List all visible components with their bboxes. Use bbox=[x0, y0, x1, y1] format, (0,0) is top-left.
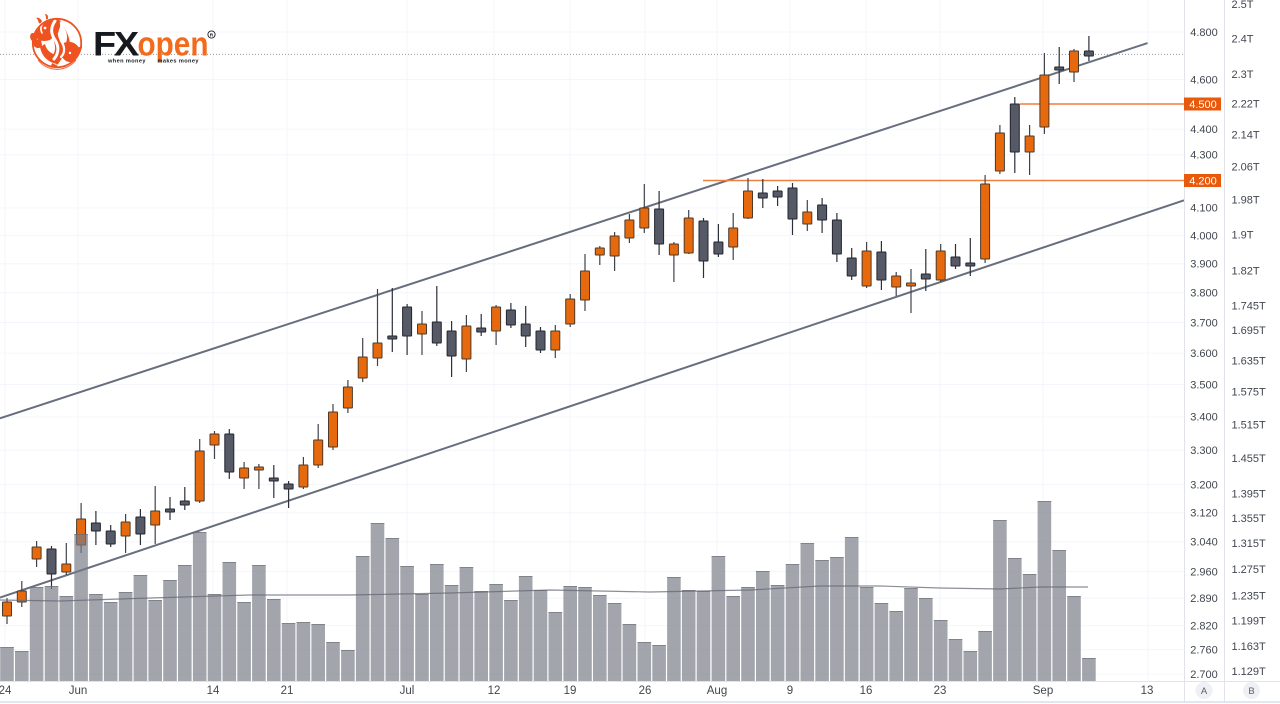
svg-text:3.500: 3.500 bbox=[1190, 379, 1218, 391]
svg-text:2.890: 2.890 bbox=[1190, 593, 1218, 605]
svg-text:when money: when money bbox=[107, 59, 146, 65]
svg-text:3.600: 3.600 bbox=[1190, 348, 1218, 360]
svg-text:16: 16 bbox=[860, 685, 873, 697]
svg-text:4.100: 4.100 bbox=[1190, 203, 1218, 215]
svg-text:1.575T: 1.575T bbox=[1232, 387, 1267, 399]
svg-text:1.515T: 1.515T bbox=[1232, 419, 1267, 431]
svg-text:21: 21 bbox=[281, 685, 294, 697]
svg-text:4.200: 4.200 bbox=[1189, 175, 1217, 187]
svg-text:1.98T: 1.98T bbox=[1232, 195, 1260, 207]
svg-text:2.960: 2.960 bbox=[1190, 566, 1218, 578]
svg-text:4.800: 4.800 bbox=[1190, 27, 1218, 39]
svg-text:Aug: Aug bbox=[707, 685, 727, 697]
svg-text:FX: FX bbox=[93, 26, 139, 64]
svg-text:B: B bbox=[1248, 686, 1254, 697]
svg-text:1.199T: 1.199T bbox=[1232, 616, 1267, 628]
svg-text:9: 9 bbox=[787, 685, 793, 697]
svg-text:1.455T: 1.455T bbox=[1232, 453, 1267, 465]
svg-text:4.600: 4.600 bbox=[1190, 74, 1218, 86]
svg-text:2.820: 2.820 bbox=[1190, 620, 1218, 632]
svg-text:3.120: 3.120 bbox=[1190, 508, 1218, 520]
svg-text:19: 19 bbox=[564, 685, 577, 697]
svg-text:2.06T: 2.06T bbox=[1232, 161, 1260, 173]
svg-text:1.315T: 1.315T bbox=[1232, 538, 1267, 550]
svg-text:4.000: 4.000 bbox=[1190, 230, 1218, 242]
svg-text:2.3T: 2.3T bbox=[1232, 69, 1254, 81]
svg-text:1.129T: 1.129T bbox=[1232, 666, 1267, 678]
svg-text:3.700: 3.700 bbox=[1190, 317, 1218, 329]
svg-text:2.5T: 2.5T bbox=[1232, 0, 1254, 11]
svg-text:1.163T: 1.163T bbox=[1232, 641, 1267, 653]
svg-text:makes money: makes money bbox=[158, 59, 200, 65]
svg-text:14: 14 bbox=[207, 685, 220, 697]
svg-text:2.22T: 2.22T bbox=[1232, 99, 1260, 111]
svg-text:3.900: 3.900 bbox=[1190, 259, 1218, 271]
svg-text:1.355T: 1.355T bbox=[1232, 513, 1267, 525]
svg-text:4.400: 4.400 bbox=[1190, 124, 1218, 136]
svg-text:3.400: 3.400 bbox=[1190, 412, 1218, 424]
svg-text:3.300: 3.300 bbox=[1190, 445, 1218, 457]
svg-text:2.14T: 2.14T bbox=[1232, 130, 1260, 142]
svg-text:13: 13 bbox=[1141, 685, 1154, 697]
svg-text:R: R bbox=[210, 33, 214, 39]
svg-text:3.800: 3.800 bbox=[1190, 288, 1218, 300]
svg-text:4.300: 4.300 bbox=[1190, 150, 1218, 162]
svg-text:2.700: 2.700 bbox=[1190, 669, 1218, 681]
svg-text:4.500: 4.500 bbox=[1189, 99, 1217, 111]
svg-text:26: 26 bbox=[639, 685, 652, 697]
svg-text:3.040: 3.040 bbox=[1190, 537, 1218, 549]
svg-text:A: A bbox=[1201, 686, 1208, 697]
svg-text:23: 23 bbox=[934, 685, 947, 697]
svg-text:1.745T: 1.745T bbox=[1232, 301, 1267, 313]
svg-text:1.635T: 1.635T bbox=[1232, 355, 1267, 367]
svg-text:2.4T: 2.4T bbox=[1232, 33, 1254, 45]
svg-text:1.395T: 1.395T bbox=[1232, 489, 1267, 501]
svg-text:2.760: 2.760 bbox=[1190, 644, 1218, 656]
svg-text:Jul: Jul bbox=[400, 685, 415, 697]
svg-text:Sep: Sep bbox=[1033, 685, 1053, 697]
svg-text:12: 12 bbox=[488, 685, 501, 697]
svg-text:1.235T: 1.235T bbox=[1232, 591, 1267, 603]
svg-text:1.695T: 1.695T bbox=[1232, 325, 1267, 337]
svg-text:1.9T: 1.9T bbox=[1232, 229, 1254, 241]
svg-text:Jun: Jun bbox=[69, 685, 88, 697]
svg-text:3.200: 3.200 bbox=[1190, 479, 1218, 491]
svg-text:1.82T: 1.82T bbox=[1232, 265, 1260, 277]
svg-text:1.275T: 1.275T bbox=[1232, 564, 1267, 576]
svg-text:open: open bbox=[138, 26, 209, 64]
svg-text:24: 24 bbox=[0, 685, 12, 697]
